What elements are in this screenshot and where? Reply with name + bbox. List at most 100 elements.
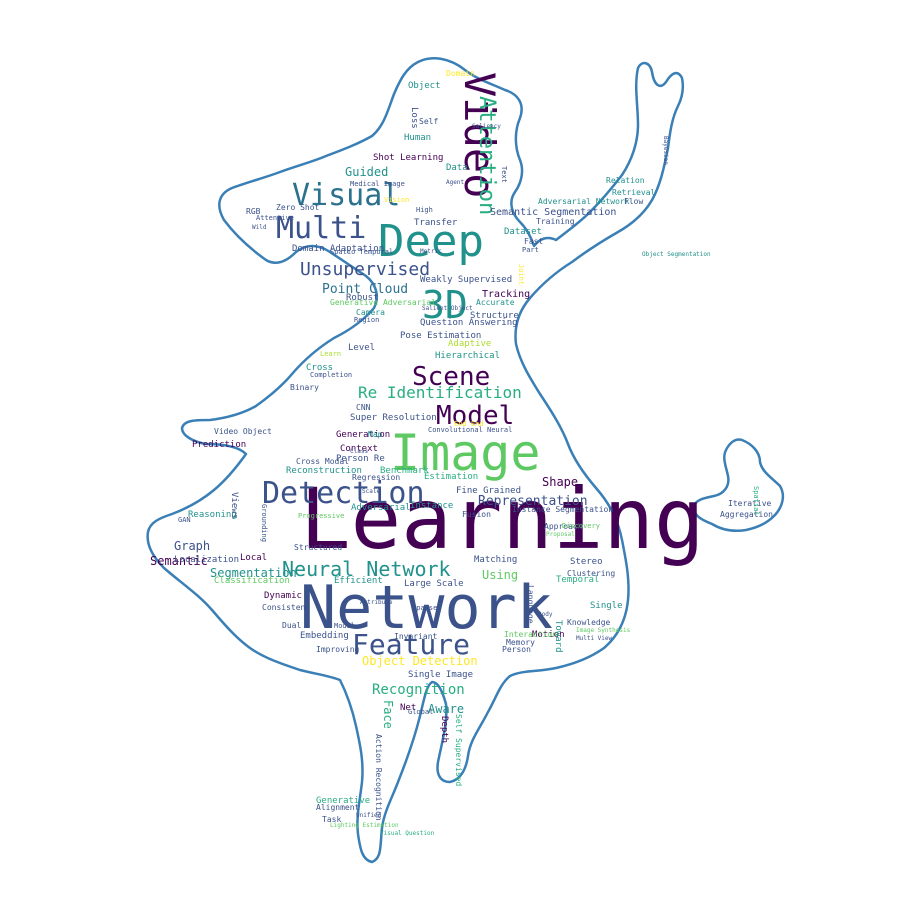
word-generative-adversarial: Generative Adversarial [330,298,436,307]
word-clustering: Clustering [567,569,615,578]
word-video-object: Video Object [214,427,272,436]
word-views: Views [229,492,239,519]
word-attentive: Attentive [256,214,294,222]
word-tracking: Tracking [482,289,530,300]
word-domain-adaptation: Domain Adaptation [292,244,384,254]
word-efficient: Efficient [334,576,383,586]
word-generation: Generation [336,430,390,440]
word-net: Net [400,703,416,713]
word-motion: Motion [532,630,565,640]
word-fusion: Fusion [462,510,491,519]
word-local: Local [240,553,267,563]
word-stereo: Stereo [570,557,603,567]
word-estimation: Estimation [424,472,478,482]
word-regression: Regression [352,473,400,482]
word-interaction: Interaction [504,630,557,639]
word-agent: Agent [446,179,464,186]
word-detection: Detection [262,476,425,511]
word-representation: Representation [478,494,588,509]
silhouette-outline [146,57,685,864]
word-aware: Aware [428,702,464,716]
word-sparse: Sparse [412,604,437,612]
word-question-answering: Question Answering [420,318,518,328]
word-dual: Dual [282,621,301,630]
word-context: Context [340,444,378,454]
word-binary: Binary [290,383,319,392]
word-weakly-supervised: Weakly Supervised [420,275,512,285]
word-feature: Feature [352,628,470,661]
word-invariant: Invariant [394,632,438,641]
word-3d: 3D [422,283,468,327]
word-object: Object [408,81,441,91]
word-visual: Visual [292,178,400,213]
word-alignment: Alignment [316,803,360,812]
word-single-image: Single Image [408,670,473,680]
word-accurate: Accurate [476,298,515,307]
word-person: Person [502,645,531,654]
word-pose-estimation: Pose Estimation [400,331,481,341]
word-multi-view: Multi View [576,635,613,642]
word-depth: Depth [439,716,449,743]
word-level: Level [348,343,375,353]
word-generative: Generative [316,796,370,806]
word-map: Map [368,430,383,439]
word-self-supervised: Self Supervised [454,714,463,786]
word-progressive: Progressive [298,512,344,520]
word-embedding: Embedding [300,631,349,641]
word-face: Face [381,700,395,729]
word-discovery: Discovery [562,522,600,530]
word-body: Body [538,611,553,618]
word-global: Global [408,708,433,716]
word-adversarial: Adversarial [351,503,411,513]
word-medical-image: Medical Image [350,180,405,188]
word-matching: Matching [474,555,517,565]
word-learning: Learning [300,470,705,568]
word-fine-grained: Fine Grained [456,486,521,496]
word-cross-modal: Cross Modal [296,457,349,466]
word-instance: Instance [410,501,453,511]
word-proposal: Proposal [546,531,575,538]
word-attention: Attention [474,96,499,215]
word-flow: Flow [624,197,643,206]
word-network: Network [300,573,553,643]
word-learn: Learn [320,350,341,358]
word-person-re: Person Re [336,454,385,464]
word-completion: Completion [310,371,352,379]
word-large-scale: Large Scale [404,579,464,589]
word-fast: Fast [524,237,543,246]
word-spatio-temporal: Spatio Temporal [330,248,393,256]
word-language: Language [526,585,535,624]
word-scene: Scene [412,362,490,392]
word-super-resolution: Super Resolution [350,413,437,423]
word-scale: Scale [362,488,380,495]
word-reasoning: Reasoning [188,510,237,520]
word-approach: Approach [544,522,583,531]
word-retrieval: Retrieval [612,188,656,197]
word-high: High [416,206,433,214]
word-camera: Camera [356,308,385,317]
word-segmentation: Segmentation [210,566,297,580]
word-classification: Classification [214,576,290,586]
word-attribute: Attribute [360,599,393,606]
word-adversarial-network: Adversarial Network [538,197,630,206]
word-re-identification: Re Identification [358,383,522,402]
word-recognition: Recognition [372,682,465,698]
word-reconstruction: Reconstruction [286,466,362,476]
word-vision: Vision [384,196,409,204]
word-knowledge: Knowledge [567,618,611,627]
word-object-detection: Object Detection [362,654,478,668]
word-localization: Localization [174,555,239,565]
word-joint: Joint [517,264,525,285]
word-model: Model [436,401,514,431]
word-self: Self [419,117,438,126]
word-action-recognition: Action Recognition [374,734,383,821]
word-neural-network: Neural Network [282,557,451,581]
word-training: Training [536,217,575,226]
word-grounding: Grounding [260,504,268,542]
word-gan: GAN [178,516,191,524]
word-improving: Improving [316,645,360,654]
word-dynamic: Dynamic [264,591,302,601]
word-zero-shot: Zero Shot [276,203,320,212]
